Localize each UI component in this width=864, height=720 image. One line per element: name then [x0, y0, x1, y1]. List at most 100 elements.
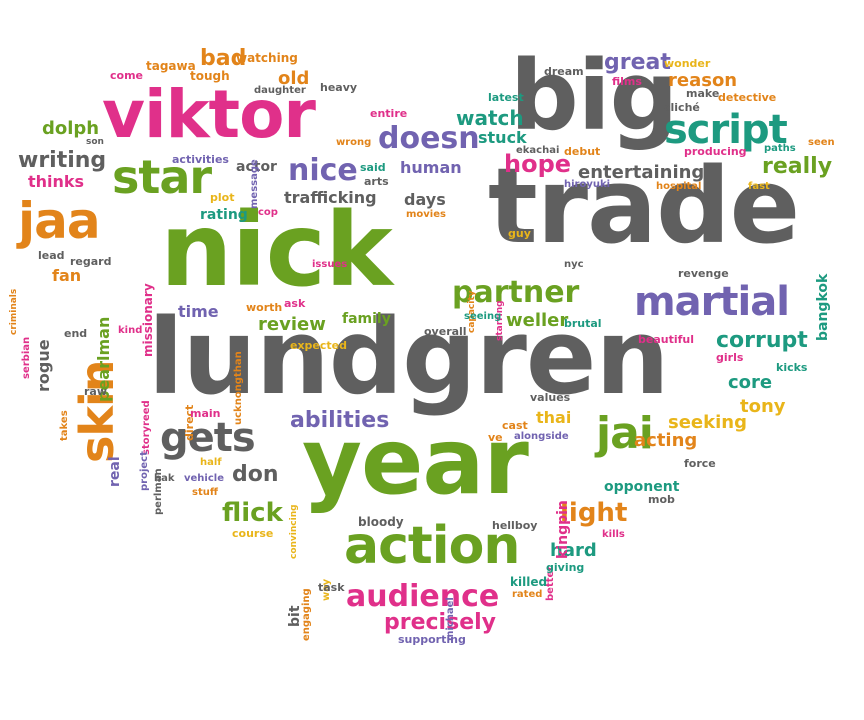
cloud-word: alongside: [514, 431, 569, 442]
cloud-word: stuck: [478, 128, 527, 147]
cloud-word: debut: [564, 145, 601, 158]
cloud-word: hope: [504, 150, 572, 178]
cloud-word: regard: [70, 255, 112, 268]
cloud-word: trade: [488, 145, 800, 267]
cloud-word: detective: [718, 91, 777, 104]
cloud-word: stuff: [192, 487, 218, 498]
cloud-word: days: [404, 190, 446, 209]
cloud-word: kind: [118, 325, 143, 336]
cloud-word: values: [530, 391, 571, 404]
cloud-word: precisely: [384, 610, 496, 635]
cloud-word: serbian: [21, 336, 32, 379]
cloud-word: ve: [488, 431, 503, 444]
cloud-word: rogue: [34, 339, 53, 392]
cloud-word: flick: [222, 498, 283, 528]
cloud-word: cliché: [664, 101, 700, 114]
cloud-word: heavy: [320, 81, 358, 94]
cloud-word: bloody: [358, 515, 404, 529]
cloud-word: tough: [190, 69, 230, 83]
cloud-word: seeking: [668, 412, 747, 433]
cloud-word: trafficking: [284, 188, 377, 207]
cloud-word: main: [190, 407, 221, 420]
cloud-word: project: [139, 451, 150, 491]
cloud-word: big: [510, 40, 678, 152]
cloud-word: watching: [236, 51, 298, 65]
cloud-word: task: [318, 581, 345, 594]
cloud-word: doesn: [378, 121, 480, 156]
cloud-word: activities: [172, 153, 229, 166]
cloud-word: tagawa: [146, 59, 196, 73]
cloud-word: issues: [312, 259, 348, 270]
cloud-word: engaging: [301, 588, 312, 641]
cloud-word: come: [110, 69, 143, 82]
cloud-word: nice: [288, 153, 358, 188]
cloud-word: dolph: [42, 118, 100, 139]
cloud-word: review: [258, 314, 326, 335]
cloud-word: watch: [456, 106, 524, 130]
cloud-word: convincing: [289, 504, 299, 559]
cloud-word: viktor: [102, 76, 316, 153]
cloud-word: daughter: [254, 85, 306, 96]
cloud-word: audience: [346, 579, 500, 614]
cloud-word: plot: [210, 191, 235, 204]
cloud-word: gets: [160, 415, 256, 461]
cloud-word: abilities: [290, 408, 390, 433]
cloud-word: ucknongthan: [233, 351, 244, 425]
cloud-word: writing: [18, 148, 107, 173]
cloud-word: revenge: [678, 267, 729, 280]
cloud-word: missionary: [141, 283, 155, 358]
cloud-word: light: [560, 498, 628, 528]
cloud-word: giving: [546, 561, 585, 574]
cloud-word: mob: [648, 493, 675, 506]
cloud-word: said: [360, 161, 386, 174]
cloud-word: core: [728, 372, 773, 393]
cloud-word: script: [664, 107, 788, 153]
cloud-word: lead: [38, 249, 65, 262]
cloud-word: beautiful: [638, 333, 695, 346]
cloud-word: latest: [488, 91, 524, 104]
cloud-word: vehicle: [184, 473, 224, 484]
cloud-word: nick: [160, 191, 393, 310]
cloud-word: end: [64, 327, 88, 340]
cloud-word: entertaining: [578, 162, 705, 183]
cloud-word: bangkok: [815, 274, 831, 342]
cloud-word: killed: [510, 575, 548, 589]
cloud-word: storyreed: [141, 400, 152, 455]
cloud-word: nyc: [564, 259, 584, 270]
cloud-word: action: [344, 516, 520, 576]
cloud-word: fast: [748, 181, 770, 192]
cloud-word: entire: [370, 107, 408, 120]
cloud-word: old: [278, 68, 310, 89]
cloud-word: hellboy: [492, 519, 538, 532]
cloud-word: bak: [154, 473, 175, 484]
cloud-word: time: [178, 302, 219, 321]
cloud-word: guy: [508, 227, 531, 240]
cloud-word: kicks: [776, 361, 808, 374]
cloud-word: movies: [406, 209, 446, 220]
cloud-word: weller: [506, 310, 569, 331]
cloud-word: lundgren: [148, 296, 669, 418]
cloud-word: paths: [764, 143, 796, 154]
cloud-word: make: [686, 87, 720, 100]
cloud-word: force: [684, 457, 716, 470]
cloud-word: acting: [634, 430, 698, 451]
cloud-word: partner: [452, 275, 580, 310]
cloud-word: kills: [602, 529, 625, 540]
cloud-word: course: [232, 527, 274, 540]
cloud-word: rated: [512, 589, 543, 600]
cloud-word: supporting: [398, 633, 466, 646]
cloud-word: thai: [536, 408, 572, 427]
cloud-word: family: [342, 311, 391, 327]
cloud-word: message: [249, 159, 260, 209]
cloud-word: seen: [808, 137, 835, 148]
cloud-word: fan: [52, 266, 82, 285]
cloud-word: corrupt: [716, 328, 808, 353]
cloud-word: ask: [284, 297, 306, 310]
cloud-word: actor: [236, 159, 277, 175]
cloud-word: raw: [84, 385, 108, 398]
cloud-word: don: [232, 462, 279, 487]
cloud-word: kingpin: [555, 500, 571, 560]
cloud-word: really: [762, 154, 833, 179]
cloud-word: tony: [740, 396, 786, 417]
